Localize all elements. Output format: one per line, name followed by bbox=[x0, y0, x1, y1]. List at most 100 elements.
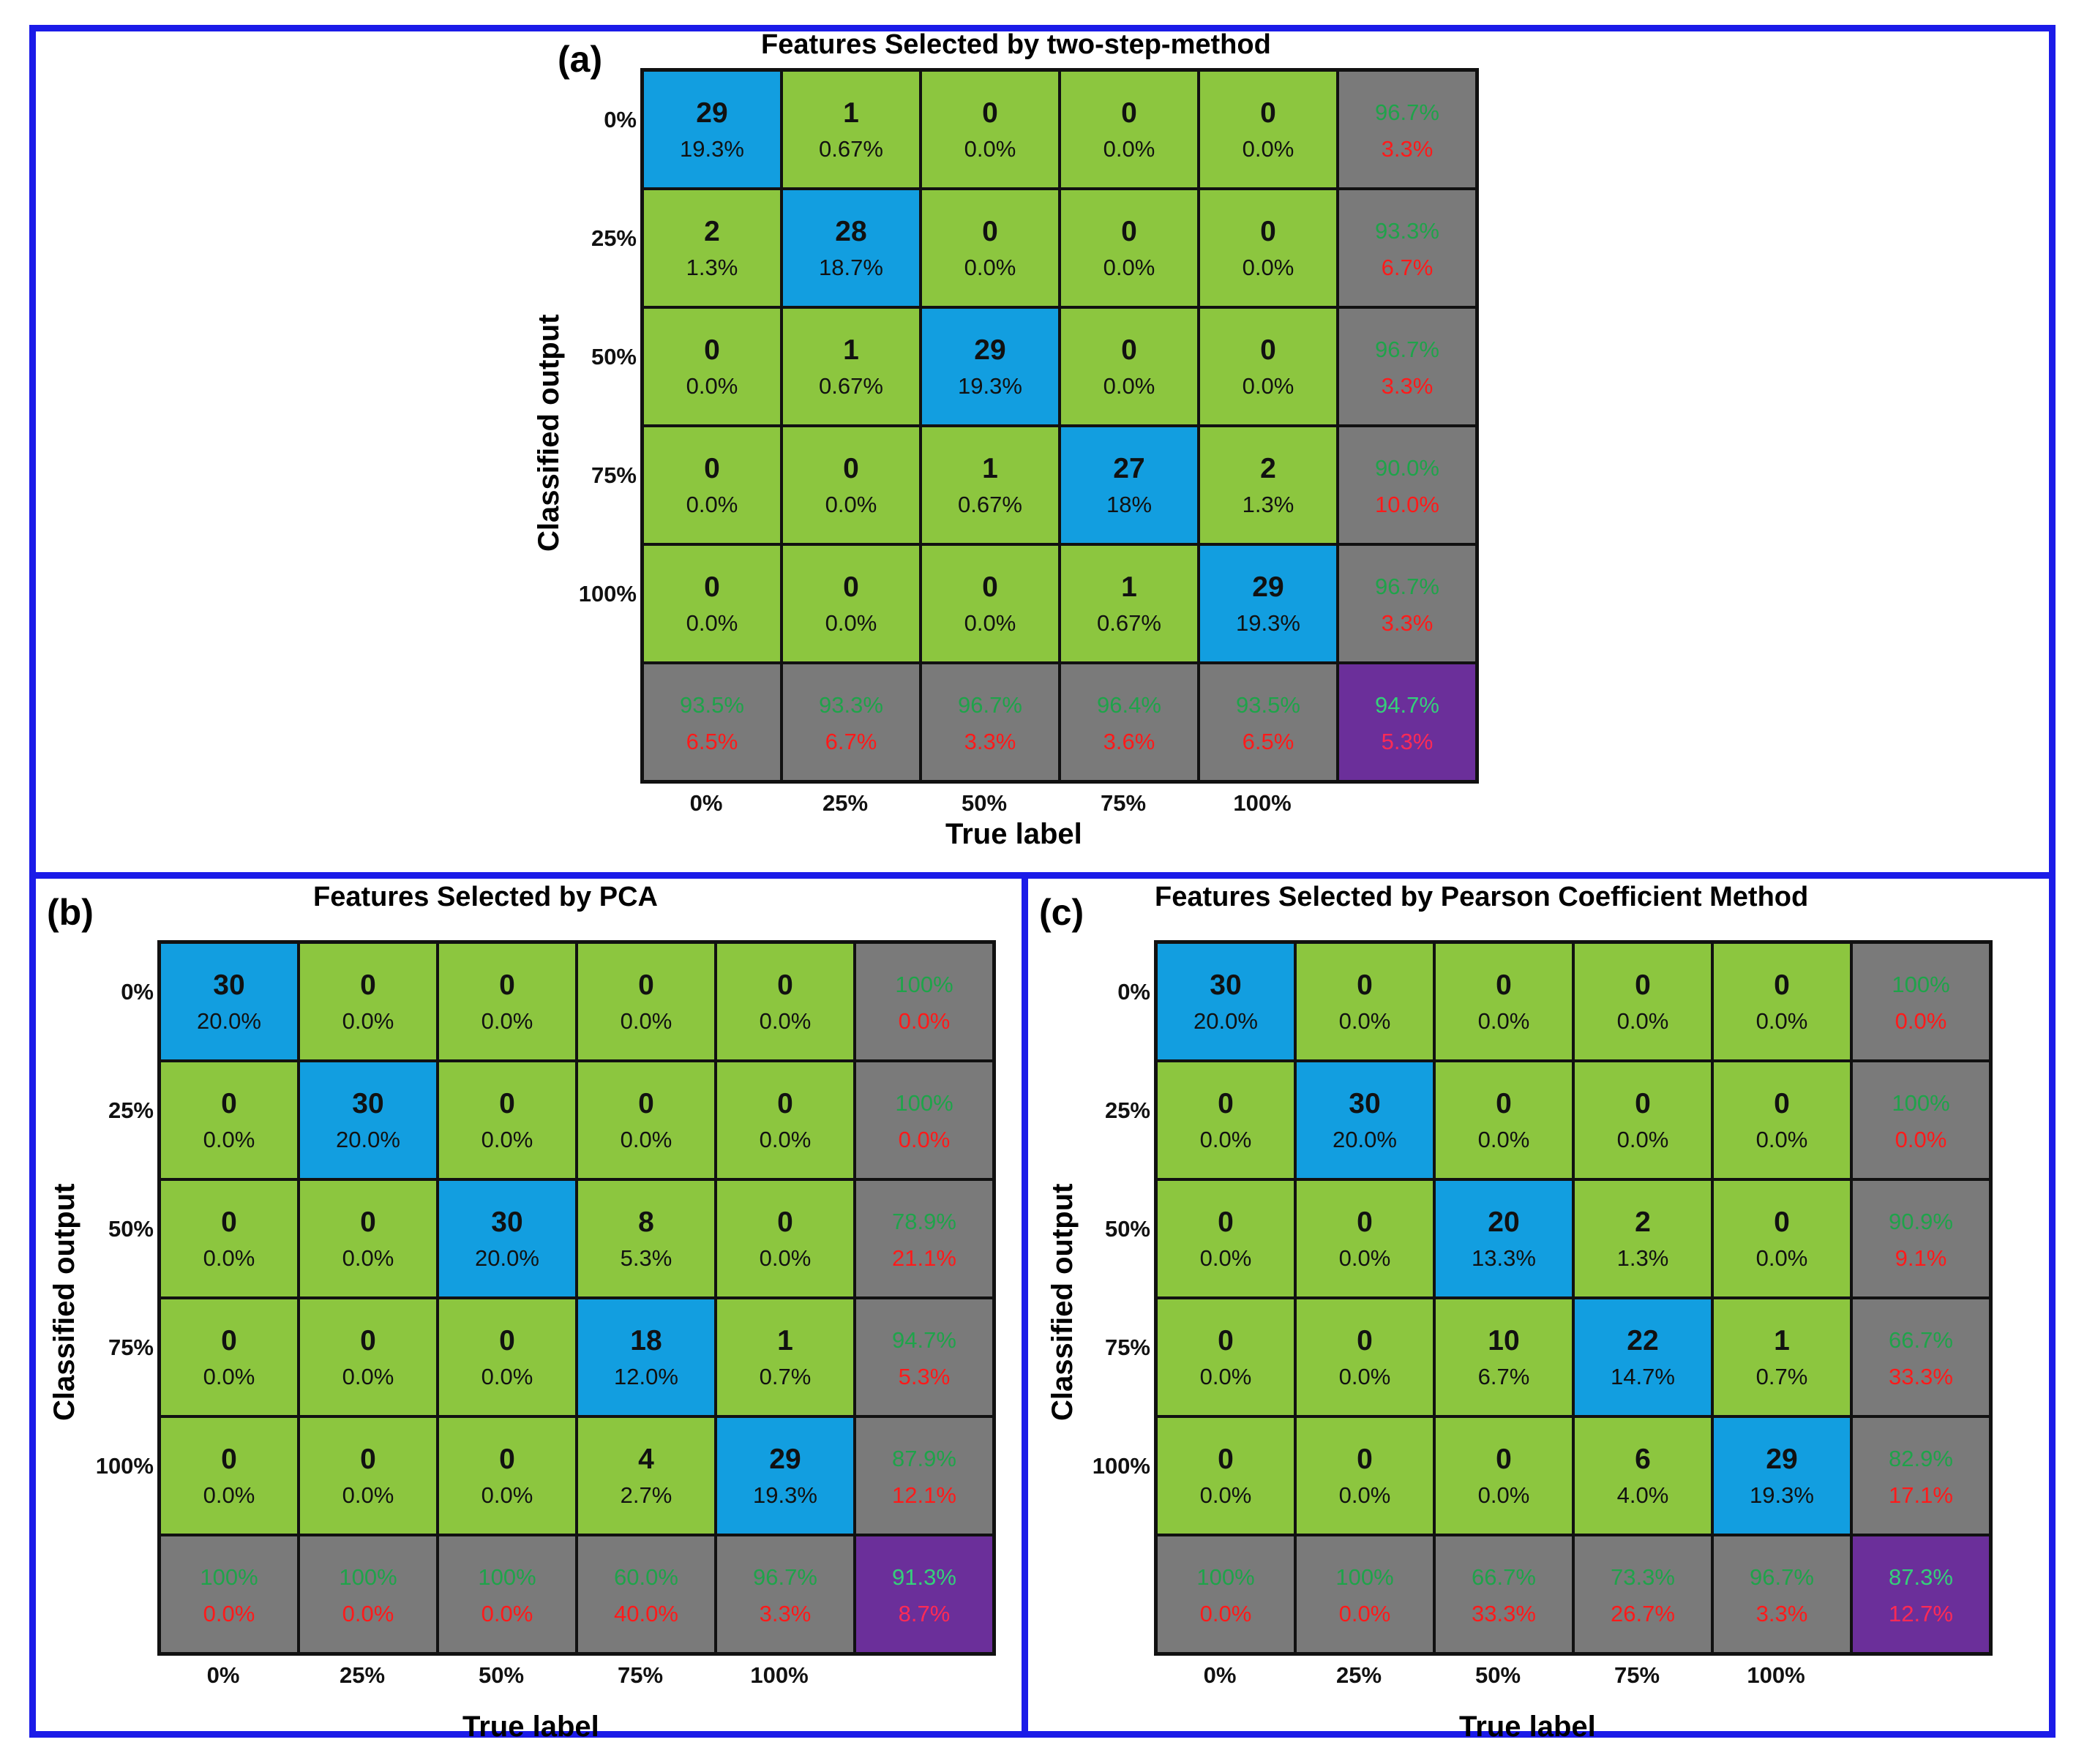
col-summary-cell: 100% 0.0% bbox=[299, 1535, 438, 1654]
matrix-cell: 0 0.0% bbox=[1060, 70, 1199, 189]
matrix-cell: 0 0.0% bbox=[1199, 189, 1338, 307]
cell-percent: 0.0% bbox=[825, 492, 877, 518]
row-tick-label: 75% bbox=[591, 462, 637, 488]
matrix-cell: 0 0.0% bbox=[716, 1179, 855, 1298]
cell-percent: 18% bbox=[1106, 492, 1153, 518]
cell-percent: 1.3% bbox=[1616, 1245, 1669, 1272]
matrix-cell: 1 0.7% bbox=[1712, 1298, 1851, 1416]
cell-percent: 0.0% bbox=[1477, 1008, 1530, 1035]
matrix-cell: 1 0.67% bbox=[782, 307, 921, 426]
cell-count: 0 bbox=[360, 1324, 376, 1356]
cell-count: 0 bbox=[777, 1087, 793, 1119]
matrix-cell: 1 0.67% bbox=[782, 70, 921, 189]
cell-count: 0 bbox=[499, 1087, 515, 1119]
x-axis-label: True label bbox=[1459, 1711, 1596, 1743]
cell-percent: 0.0% bbox=[203, 1482, 255, 1509]
matrix-cell: 27 18% bbox=[1060, 426, 1199, 544]
matrix-cell: 2 1.3% bbox=[642, 189, 782, 307]
matrix-cell: 30 20.0% bbox=[1295, 1061, 1434, 1179]
cell-count: 4 bbox=[638, 1443, 654, 1475]
cell-percent: 0.0% bbox=[1242, 255, 1294, 281]
cell-count: 0 bbox=[221, 1324, 237, 1356]
error-value: 3.3% bbox=[1381, 136, 1434, 162]
cell-percent: 0.0% bbox=[759, 1245, 812, 1272]
matrix-cell: 0 0.0% bbox=[438, 942, 577, 1061]
matrix-cell: 0 0.0% bbox=[1712, 1061, 1851, 1179]
cell-count: 29 bbox=[1252, 571, 1284, 603]
matrix-cell: 28 18.7% bbox=[782, 189, 921, 307]
matrix-cell: 0 0.0% bbox=[1060, 307, 1199, 426]
col-tick-label: 25% bbox=[339, 1662, 386, 1688]
matrix-cell: 0 0.0% bbox=[1156, 1416, 1295, 1535]
cell-percent: 0.0% bbox=[203, 1127, 255, 1153]
error-value: 12.1% bbox=[892, 1482, 956, 1509]
cell-count: 6 bbox=[1635, 1443, 1651, 1475]
error-value: 0.0% bbox=[1199, 1601, 1252, 1627]
row-summary-cell: 82.9% 17.1% bbox=[1851, 1416, 1990, 1535]
matrix-cell: 0 0.0% bbox=[782, 426, 921, 544]
cell-count: 22 bbox=[1627, 1324, 1659, 1356]
cell-count: 0 bbox=[982, 215, 998, 247]
error-value: 12.7% bbox=[1889, 1601, 1953, 1627]
cell-count: 1 bbox=[843, 334, 859, 366]
cell-percent: 0.0% bbox=[481, 1008, 533, 1035]
accuracy-value: 60.0% bbox=[614, 1564, 678, 1590]
error-value: 33.3% bbox=[1472, 1601, 1536, 1627]
row-tick-label: 0% bbox=[1117, 979, 1150, 1005]
cell-count: 0 bbox=[1357, 1324, 1373, 1356]
cell-count: 0 bbox=[1218, 1206, 1234, 1238]
matrix-cell: 0 0.0% bbox=[1295, 1298, 1434, 1416]
col-summary-cell: 73.3% 26.7% bbox=[1573, 1535, 1712, 1654]
cell-percent: 0.0% bbox=[342, 1008, 394, 1035]
cell-count: 0 bbox=[221, 1443, 237, 1475]
matrix-cell: 0 0.0% bbox=[642, 426, 782, 544]
cell-percent: 0.0% bbox=[481, 1127, 533, 1153]
accuracy-value: 87.9% bbox=[892, 1445, 956, 1471]
cell-percent: 0.0% bbox=[1103, 136, 1155, 162]
col-summary-cell: 100% 0.0% bbox=[1295, 1535, 1434, 1654]
row-tick-label: 50% bbox=[591, 344, 637, 369]
cell-count: 0 bbox=[777, 1206, 793, 1238]
cell-percent: 0.0% bbox=[1338, 1245, 1391, 1272]
row-tick-label: 75% bbox=[108, 1335, 154, 1360]
cell-count: 0 bbox=[843, 452, 859, 484]
accuracy-value: 96.7% bbox=[1375, 99, 1439, 125]
matrix-cell: 0 0.0% bbox=[782, 544, 921, 663]
cell-percent: 20.0% bbox=[475, 1245, 539, 1272]
error-value: 26.7% bbox=[1611, 1601, 1675, 1627]
cell-count: 20 bbox=[1488, 1206, 1520, 1238]
panel-title: Features Selected by PCA bbox=[313, 882, 658, 912]
error-value: 3.3% bbox=[759, 1601, 812, 1627]
accuracy-value: 100% bbox=[895, 1089, 953, 1116]
cell-percent: 0.67% bbox=[958, 492, 1022, 518]
cell-count: 1 bbox=[982, 452, 998, 484]
accuracy-value: 93.3% bbox=[819, 691, 883, 718]
cell-percent: 5.3% bbox=[620, 1245, 672, 1272]
cell-count: 8 bbox=[638, 1206, 654, 1238]
row-summary-cell: 96.7% 3.3% bbox=[1338, 70, 1477, 189]
cell-count: 0 bbox=[1774, 1087, 1790, 1119]
accuracy-value: 66.7% bbox=[1472, 1564, 1536, 1590]
col-summary-cell: 100% 0.0% bbox=[1156, 1535, 1295, 1654]
error-value: 21.1% bbox=[892, 1245, 956, 1272]
accuracy-value: 100% bbox=[478, 1564, 536, 1590]
cell-percent: 0.67% bbox=[819, 136, 883, 162]
overall-accuracy-cell: 91.3% 8.7% bbox=[855, 1535, 994, 1654]
cell-count: 0 bbox=[1260, 97, 1276, 129]
cell-count: 0 bbox=[1121, 334, 1137, 366]
accuracy-value: 100% bbox=[1196, 1564, 1255, 1590]
row-tick-label: 25% bbox=[1104, 1097, 1150, 1123]
cell-count: 0 bbox=[1260, 215, 1276, 247]
cell-count: 1 bbox=[843, 97, 859, 129]
col-summary-cell: 93.3% 6.7% bbox=[782, 663, 921, 781]
cell-percent: 0.0% bbox=[620, 1008, 672, 1035]
matrix-cell: 0 0.0% bbox=[438, 1061, 577, 1179]
col-summary-cell: 93.5% 6.5% bbox=[642, 663, 782, 781]
accuracy-value: 100% bbox=[1892, 1089, 1950, 1116]
cell-percent: 0.0% bbox=[1755, 1127, 1808, 1153]
cell-percent: 0.0% bbox=[759, 1127, 812, 1153]
matrix-cell: 0 0.0% bbox=[1060, 189, 1199, 307]
cell-count: 29 bbox=[769, 1443, 801, 1475]
cell-count: 30 bbox=[491, 1206, 523, 1238]
cell-percent: 20.0% bbox=[1333, 1127, 1397, 1153]
